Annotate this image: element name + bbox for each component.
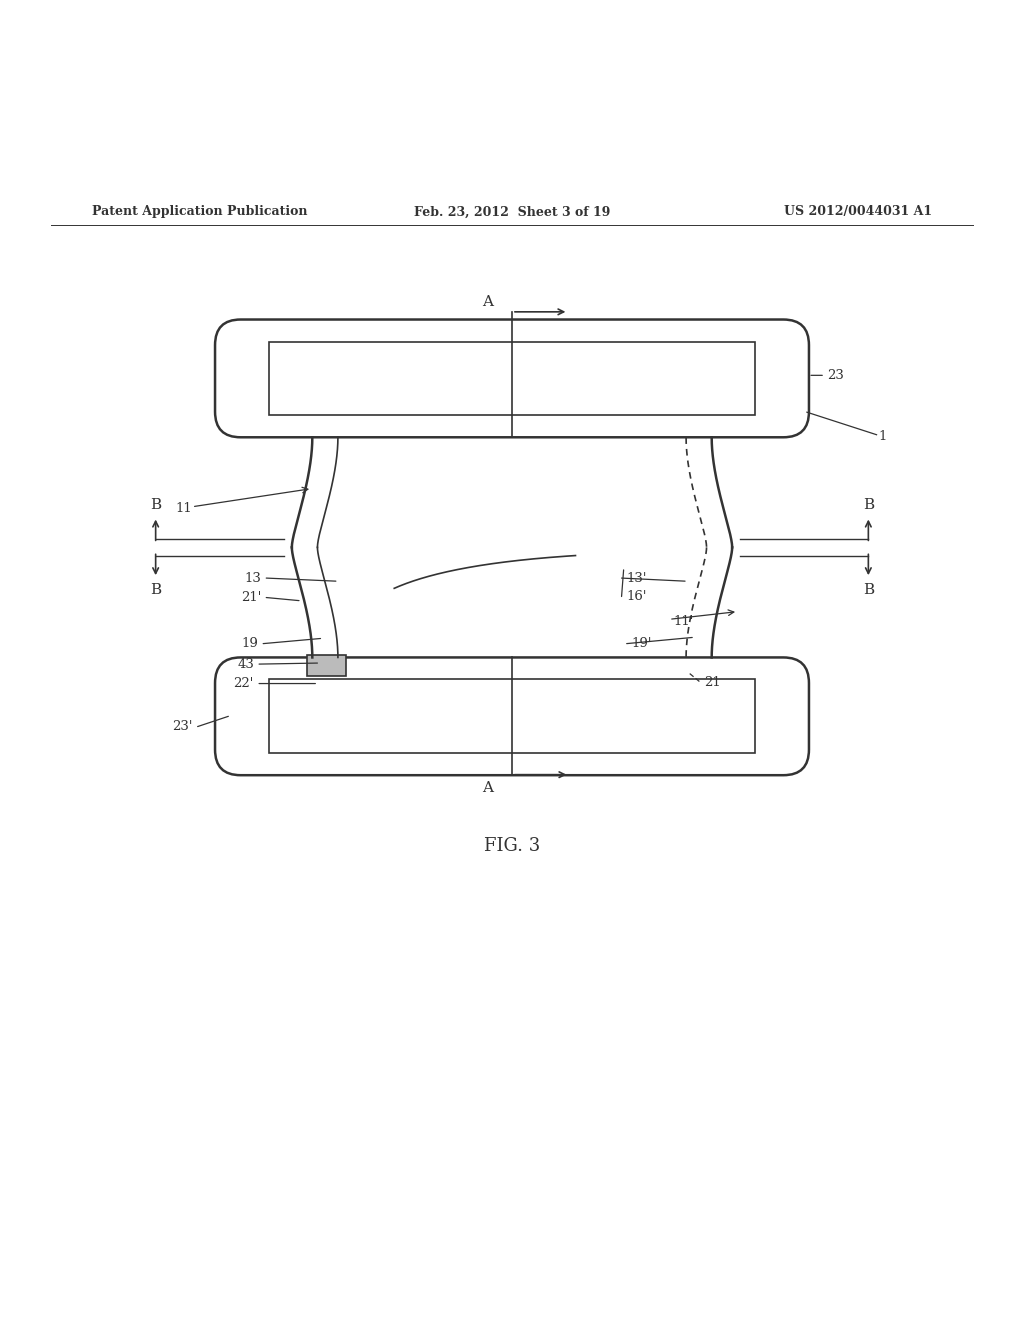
- Text: Feb. 23, 2012  Sheet 3 of 19: Feb. 23, 2012 Sheet 3 of 19: [414, 206, 610, 218]
- Text: FIG. 3: FIG. 3: [484, 837, 540, 855]
- Text: 43: 43: [238, 657, 254, 671]
- Text: 21': 21': [241, 591, 261, 605]
- Bar: [307, 656, 346, 676]
- Bar: [268, 680, 756, 754]
- Text: 13': 13': [627, 572, 647, 585]
- Text: 19: 19: [242, 638, 258, 651]
- Text: A: A: [482, 781, 493, 795]
- FancyBboxPatch shape: [215, 319, 809, 437]
- FancyBboxPatch shape: [215, 657, 809, 775]
- Text: 22': 22': [233, 677, 254, 690]
- Text: 11': 11': [674, 615, 694, 627]
- Bar: [268, 342, 756, 416]
- Text: 16': 16': [627, 590, 647, 603]
- Text: 21: 21: [705, 676, 721, 689]
- Text: 23: 23: [827, 368, 844, 381]
- Text: US 2012/0044031 A1: US 2012/0044031 A1: [783, 206, 932, 218]
- Text: B: B: [863, 583, 873, 597]
- Text: B: B: [151, 583, 161, 597]
- Text: 1: 1: [879, 430, 887, 444]
- Text: A: A: [482, 294, 493, 309]
- Text: 23': 23': [172, 721, 193, 733]
- Text: Patent Application Publication: Patent Application Publication: [92, 206, 307, 218]
- Text: 11: 11: [176, 502, 193, 515]
- Text: 13: 13: [245, 572, 261, 585]
- Text: B: B: [151, 498, 161, 512]
- Text: 19': 19': [632, 638, 652, 651]
- Text: B: B: [863, 498, 873, 512]
